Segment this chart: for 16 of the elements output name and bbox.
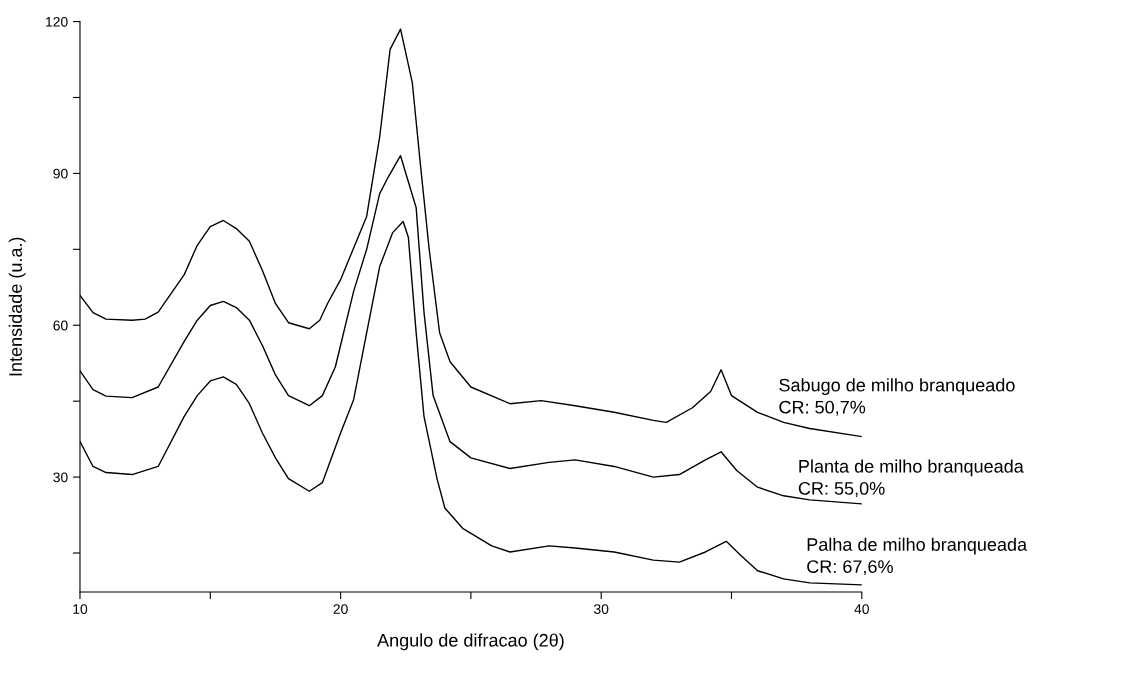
y-axis-title: Intensidade (u.a.): [8, 237, 26, 376]
y-tick-label: 60: [53, 320, 68, 331]
x-tick-label: 20: [333, 604, 348, 614]
y-tick-label: 90: [53, 168, 68, 179]
x-tick-label: 30: [594, 604, 609, 614]
y-tick-label: 30: [53, 472, 68, 483]
x-axis-title: Angulo de difracao (2θ): [377, 633, 564, 651]
annotation: CR: 55,0%: [798, 482, 885, 497]
series-label: Planta de milho branqueada: [799, 459, 1024, 477]
annotation: CR: 67,6%: [807, 560, 893, 576]
series-label: Sabugo de milho branqueado: [779, 378, 1015, 396]
x-tick-label: 40: [854, 604, 869, 614]
annotation: CR: 50,7%: [779, 400, 866, 416]
x-tick-label: 10: [73, 604, 88, 614]
y-tick-label: 120: [46, 16, 68, 27]
series-label: Palha de milho branqueada: [807, 537, 1028, 555]
